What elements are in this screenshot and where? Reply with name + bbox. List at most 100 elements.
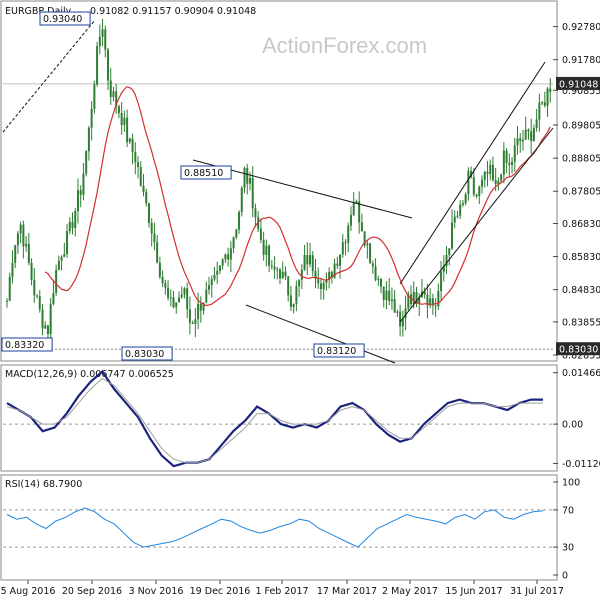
level-annotation-box <box>313 343 365 358</box>
candle-body <box>314 271 317 280</box>
candle-body <box>456 215 459 217</box>
candle-body <box>407 294 410 309</box>
candle-body <box>254 208 257 218</box>
level-annotation-label: 0.83320 <box>5 340 44 351</box>
candle-body <box>489 164 492 174</box>
candle-body <box>158 262 161 277</box>
candle-body <box>52 292 55 305</box>
candle-body <box>251 177 254 209</box>
candle-body <box>347 225 350 243</box>
candle-body <box>82 173 85 195</box>
candle-body <box>442 266 445 272</box>
candle-body <box>191 322 194 324</box>
candle-body <box>461 203 464 205</box>
candle-body <box>459 204 462 216</box>
price-ytick-label: 0.82855 <box>562 351 600 362</box>
price-ytick-label: 0.87805 <box>562 187 600 198</box>
candle-body <box>147 203 150 223</box>
rsi-ytick-label: 30 <box>562 543 574 554</box>
price-ytick-label: 0.90855 <box>562 86 600 97</box>
candle-body <box>156 242 159 263</box>
candle-body <box>221 259 224 266</box>
candle-body <box>497 180 500 185</box>
candle-body <box>311 255 314 272</box>
candle-body <box>521 139 524 142</box>
candle-body <box>150 222 153 234</box>
current-price-box <box>556 76 600 90</box>
rising-channel-upper <box>399 61 546 285</box>
ohlc-label: 0.91082 0.91157 0.90904 0.91048 <box>90 6 256 17</box>
x-tick-label: 15 Jun 2017 <box>445 586 502 597</box>
candle-body <box>262 239 265 255</box>
candle-body <box>265 245 268 255</box>
macd-line <box>6 369 543 468</box>
rsi-panel-frame <box>0 474 558 581</box>
candle-body <box>374 266 377 280</box>
price-ytick-label: 0.91780 <box>562 55 600 66</box>
candle-body <box>36 295 39 297</box>
candle-body <box>87 127 90 152</box>
candle-body <box>66 231 69 255</box>
candle-body <box>14 245 17 263</box>
candle-body <box>500 174 503 181</box>
candle-body <box>276 269 279 271</box>
current-price-label: 0.91048 <box>559 79 598 90</box>
candle-body <box>96 46 99 85</box>
candle-body <box>505 150 508 163</box>
candle-body <box>25 243 28 247</box>
candle-body <box>227 254 230 260</box>
candle-body <box>8 276 11 301</box>
candle-body <box>210 279 213 286</box>
candle-body <box>412 292 415 304</box>
candle-body <box>98 36 101 47</box>
candle-body <box>298 279 301 287</box>
candle-body <box>161 276 164 283</box>
candle-body <box>508 162 511 165</box>
candle-body <box>137 162 140 168</box>
candle-body <box>107 49 110 81</box>
price-ytick-label: 0.84830 <box>562 285 600 296</box>
candle-body <box>248 177 251 184</box>
candle-body <box>104 29 107 50</box>
candle-body <box>486 171 489 174</box>
candle-body <box>19 224 22 234</box>
candle-body <box>352 203 355 215</box>
candle-body <box>240 187 243 213</box>
candle-body <box>385 290 388 301</box>
candle-body <box>126 117 129 142</box>
candle-body <box>134 152 137 163</box>
candle-body <box>101 29 104 37</box>
candle-body <box>33 279 36 296</box>
candle-body <box>336 263 339 266</box>
candle-body <box>93 84 96 109</box>
candle-body <box>380 279 383 287</box>
candle-body <box>371 263 374 267</box>
macd-signal-line <box>6 377 543 464</box>
candle-body <box>453 216 456 223</box>
candle-body <box>491 164 494 180</box>
candle-body <box>175 302 178 308</box>
candle-body <box>319 283 322 290</box>
rsi-ytick-label: 70 <box>562 505 574 516</box>
price-ytick-label: 0.88805 <box>562 154 600 165</box>
candle-body <box>74 211 77 229</box>
candle-body <box>16 233 19 246</box>
level-annotation-label: 0.93040 <box>43 14 82 25</box>
candle-body <box>341 242 344 255</box>
candle-body <box>229 248 232 260</box>
candle-body <box>429 298 432 306</box>
candle-body <box>478 186 481 197</box>
candle-body <box>218 265 221 271</box>
candle-body <box>289 295 292 307</box>
candle-body <box>57 260 60 270</box>
candle-body <box>139 167 142 186</box>
candle-body <box>145 191 148 204</box>
candle-body <box>205 289 208 303</box>
price-ytick-label: 0.85830 <box>562 252 600 263</box>
candle-body <box>238 212 241 230</box>
candle-body <box>202 302 205 311</box>
falling-channel-lower <box>245 304 396 364</box>
candle-body <box>349 214 352 226</box>
candle-body <box>309 255 312 265</box>
